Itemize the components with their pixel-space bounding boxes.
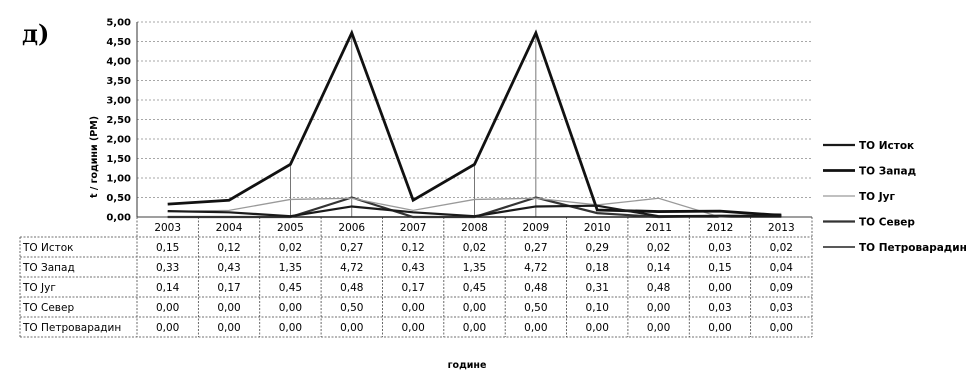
y-tick-label: 3,50 [106,76,131,87]
data-label: 0,00 [647,302,670,314]
data-label: 0,15 [708,262,731,274]
data-label: 0,12 [217,242,240,254]
data-label: 0,00 [217,322,240,334]
data-label: 0,09 [770,282,793,294]
legend-entry: ТО Запад [859,166,916,178]
legend-entry: ТО Север [859,217,915,229]
data-label: 1,35 [279,262,302,274]
x-tick-label: 2009 [522,222,549,234]
y-axis-label: t / години (PM) [89,116,100,198]
data-label: 0,48 [647,282,670,294]
y-tick-label: 2,50 [106,115,131,126]
y-tick-label: 4,00 [106,57,131,68]
y-tick-label: 0,00 [106,213,131,224]
data-label: 0,29 [586,242,609,254]
table-row-label: ТО Запад [22,262,75,274]
y-tick-label: 5,00 [106,18,131,29]
legend-entry: ТО Југ [859,191,895,203]
data-label: 0,00 [156,302,179,314]
x-tick-label: 2010 [584,222,611,234]
y-tick-label: 0,50 [106,193,131,204]
data-label: 0,00 [401,322,424,334]
data-label: 0,02 [770,242,793,254]
data-label: 0,14 [647,262,671,274]
x-tick-label: 2008 [461,222,488,234]
panel-label: д) [22,19,49,48]
data-label: 0,17 [401,282,424,294]
table-row-label: ТО Исток [22,242,74,254]
data-label: 0,50 [340,302,363,314]
x-tick-label: 2012 [707,222,734,234]
data-label: 0,33 [156,262,179,274]
data-label: 0,03 [770,302,793,314]
data-label: 0,00 [770,322,793,334]
data-label: 0,03 [708,242,731,254]
data-table: 2003 2004 2005 2006 2007 2008 2009 2010 2011 2012… [19,216,813,338]
table-row-label: ТО Југ [22,282,56,294]
data-label: 0,15 [156,242,179,254]
data-label: 0,00 [524,322,547,334]
data-label: 0,18 [586,262,609,274]
x-tick-label: 2011 [645,222,672,234]
data-label: 0,04 [770,262,794,274]
legend-entry: ТО Петроварадин [859,242,967,254]
data-label: 0,43 [217,262,240,274]
data-label: 0,00 [156,322,179,334]
data-label: 4,72 [524,262,547,274]
series-line [167,197,782,218]
x-tick-label: 2007 [400,222,427,234]
data-label: 0,03 [708,302,731,314]
data-label: 0,14 [156,282,180,294]
data-label: 0,00 [463,322,486,334]
x-tick-label: 2003 [154,222,181,234]
data-label: 0,02 [463,242,486,254]
data-label: 0,00 [401,302,424,314]
y-tick-label: 3,00 [106,96,131,107]
grid-lines [136,21,812,218]
data-label: 0,00 [708,282,731,294]
data-label: 0,00 [217,302,240,314]
data-label: 1,35 [463,262,486,274]
series-line [167,29,782,217]
data-label: 0,31 [586,282,609,294]
data-label: 0,00 [647,322,670,334]
legend: ТО Исток ТО Запад ТО Југ ТО Север ТО Петрова… [823,140,967,254]
legend-entry: ТО Исток [859,140,914,152]
data-label: 0,00 [586,322,609,334]
y-tick-label: 1,00 [106,174,131,185]
series-line [167,204,782,218]
x-tick-label: 2005 [277,222,304,234]
data-label: 0,02 [647,242,670,254]
y-tick-label: 1,50 [106,154,131,165]
data-label: 0,00 [279,322,302,334]
data-label: 0,43 [401,262,424,274]
data-label: 0,12 [401,242,424,254]
series-lines [167,29,782,219]
y-tick-label: 2,00 [106,135,131,146]
data-label: 0,10 [586,302,609,314]
data-label: 0,00 [279,302,302,314]
table-row-label: ТО Петроварадин [22,322,121,334]
data-label: 0,50 [524,302,547,314]
y-tick-label: 4,50 [106,37,131,48]
data-label: 0,27 [340,242,363,254]
x-tick-label: 2013 [768,222,795,234]
data-label: 0,00 [463,302,486,314]
data-label: 0,45 [279,282,302,294]
x-tick-label: 2004 [216,222,243,234]
x-tick-label: 2006 [338,222,365,234]
data-label: 0,02 [279,242,302,254]
table-row-label: ТО Север [22,302,74,314]
y-axis-ticks: 0,00 0,50 1,00 1,50 2,00 2,50 3,00 3,50 4,00 4,50… [106,18,131,224]
data-label: 0,48 [524,282,547,294]
data-label: 0,00 [708,322,731,334]
x-axis-label: године [448,360,487,371]
data-label: 0,00 [340,322,363,334]
data-label: 0,45 [463,282,486,294]
data-label: 0,17 [217,282,240,294]
data-label: 4,72 [340,262,363,274]
data-label: 0,48 [340,282,363,294]
data-label: 0,27 [524,242,547,254]
